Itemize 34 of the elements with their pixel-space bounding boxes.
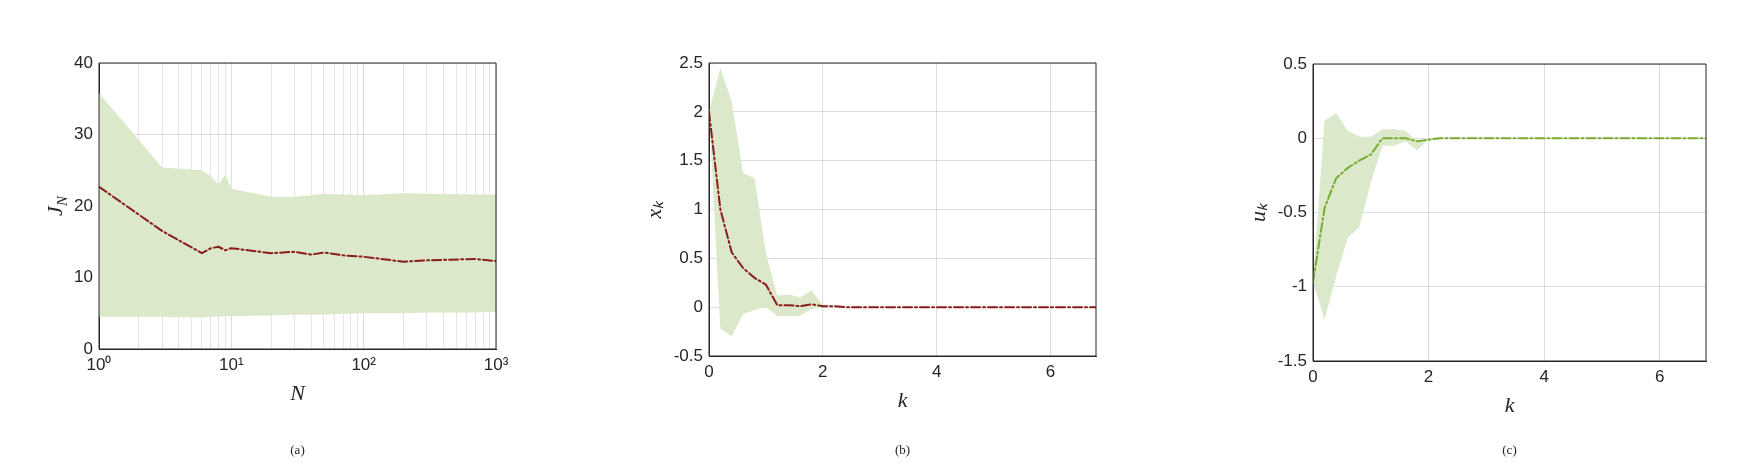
y-axis-title: uₖ — [1245, 202, 1271, 222]
y-tick-label: 20 — [74, 195, 93, 215]
text: (c) — [1502, 442, 1517, 458]
y-tick-label: 0.5 — [1283, 53, 1307, 73]
x-tick-label: 6 — [1655, 366, 1665, 386]
y-tick-label: -0.5 — [673, 345, 703, 365]
y-axis-title: JN — [41, 195, 70, 216]
y-tick-label: 0.5 — [679, 248, 703, 268]
x-tick-label: 10² — [351, 354, 377, 374]
x-tick-label: 2 — [818, 361, 828, 381]
y-tick-label: 1 — [693, 199, 703, 219]
y-tick-label: 30 — [74, 124, 93, 144]
y-tick-label: -1 — [1291, 276, 1307, 296]
x-tick-label: 10³ — [483, 354, 509, 374]
y-tick-label: 2 — [693, 101, 703, 121]
y-tick-label: 1.5 — [679, 150, 703, 170]
y-tick-label: 0 — [1297, 127, 1307, 147]
y-tick-label: -0.5 — [1277, 202, 1307, 222]
y-tick-label: 10 — [74, 267, 93, 287]
y-axis-title: xₖ — [641, 199, 667, 220]
x-tick-label: 6 — [1045, 361, 1056, 381]
y-tick-label: -1.5 — [1277, 350, 1307, 370]
text: (b) — [894, 442, 911, 458]
y-tick-label: 40 — [74, 52, 93, 72]
y-tick-label: 0 — [693, 296, 703, 316]
x-tick-label: 10¹ — [219, 354, 244, 374]
x-axis-title: N — [289, 379, 307, 405]
x-tick-label: 4 — [931, 361, 942, 381]
x-tick-label: 2 — [1423, 366, 1434, 386]
text: (a) — [290, 442, 305, 458]
x-tick-label: 4 — [1539, 366, 1549, 386]
y-tick-label: 2.5 — [679, 52, 703, 72]
x-axis-title: k — [1504, 391, 1516, 417]
x-axis-title: k — [897, 386, 909, 412]
